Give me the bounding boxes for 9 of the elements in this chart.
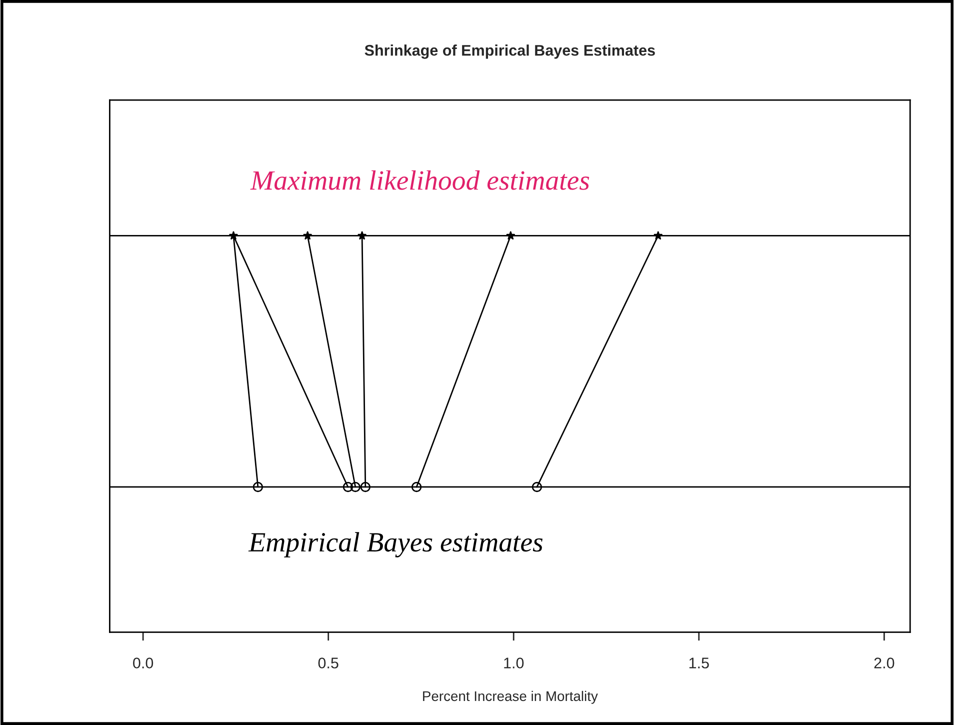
text: Empirical Bayes estimates	[248, 532, 543, 558]
text: Maximum likelihood estimates	[250, 170, 590, 190]
x-tick-label: 0.0	[133, 658, 154, 668]
x-tick-label: 1.5	[689, 658, 709, 668]
chart-title: Shrinkage of Empirical Bayes Estimates	[364, 44, 655, 59]
x-tick-label: 0.5	[318, 658, 338, 668]
x-tick-label: 1.0	[504, 658, 524, 668]
x-axis-title: Percent Increase in Mortality	[423, 690, 598, 704]
x-tick-label: 2.0	[874, 658, 894, 668]
